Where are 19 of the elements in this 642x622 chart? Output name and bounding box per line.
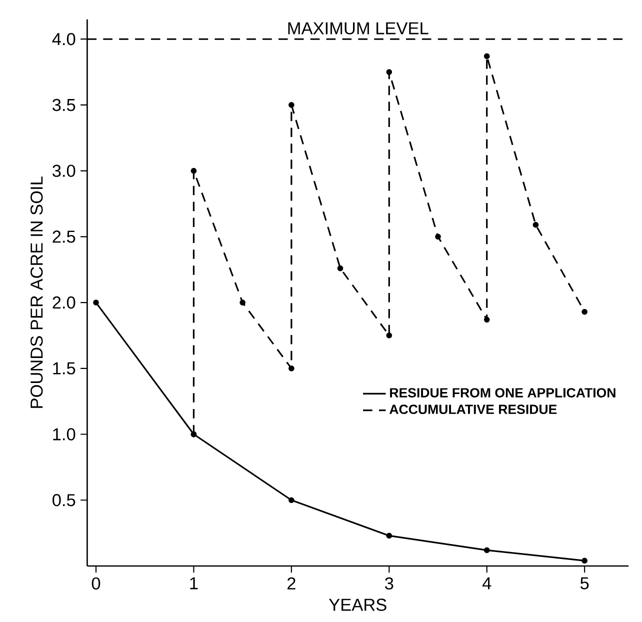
x-tick-label: 2 xyxy=(288,577,296,590)
x-tick-label: 0 xyxy=(92,577,100,590)
legend-label: ACCUMULATIVE RESIDUE xyxy=(389,404,557,414)
ref-line-label: MAXIMUM LEVEL xyxy=(288,22,428,34)
y-tick-label: 2.5 xyxy=(52,230,76,243)
x-axis-title: YEARS xyxy=(328,598,386,611)
y-tick-label: 0.5 xyxy=(52,494,76,506)
x-tick-label: 3 xyxy=(385,577,394,590)
y-tick-label: 4.0 xyxy=(52,32,76,46)
x-tick-label: 1 xyxy=(190,577,198,590)
y-tick-label: 3.0 xyxy=(52,164,76,177)
y-axis-title: POUNDS PER ACRE IN SOIL xyxy=(30,176,43,408)
y-tick-label: 2.0 xyxy=(52,296,76,309)
y-tick-label: 1.5 xyxy=(53,362,76,374)
y-tick-label: 3.5 xyxy=(52,98,76,112)
x-tick-label: 4 xyxy=(482,577,492,590)
y-tick-label: 1.0 xyxy=(53,428,76,440)
x-tick-label: 5 xyxy=(580,577,589,590)
legend-label: RESIDUE FROM ONE APPLICATION xyxy=(390,388,616,398)
